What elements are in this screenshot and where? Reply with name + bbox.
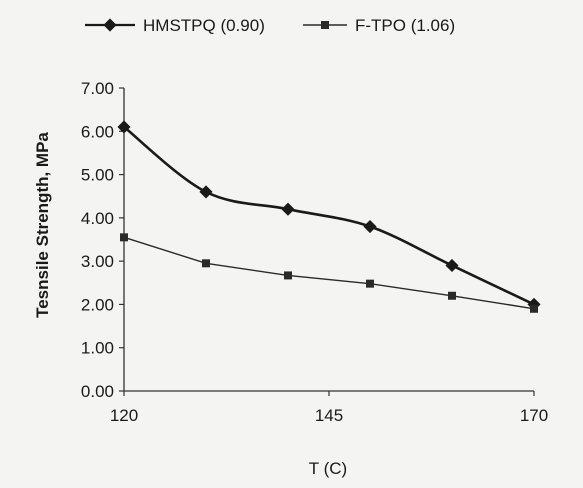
series-2 xyxy=(120,233,538,313)
y-tick-label: 0.00 xyxy=(81,382,114,401)
diamond-marker xyxy=(199,185,213,199)
square-marker xyxy=(202,259,210,268)
x-tick-label: 170 xyxy=(520,406,548,425)
y-tick-label: 7.00 xyxy=(81,79,114,98)
square-marker xyxy=(321,21,329,29)
series-layer xyxy=(117,120,541,313)
diamond-marker xyxy=(445,258,459,273)
series-1 xyxy=(117,120,541,311)
x-tick-label: 120 xyxy=(110,406,138,425)
y-tick-label: 4.00 xyxy=(81,209,114,228)
diamond-marker xyxy=(117,120,131,134)
series-line xyxy=(123,236,535,310)
legend-item-2: F-TPO (1.06) xyxy=(303,16,455,35)
y-axis-title: Tesnsile Strength, MPa xyxy=(33,132,52,318)
x-tick-label: 145 xyxy=(315,406,343,425)
legend-item-1: HMSTPQ (0.90) xyxy=(85,16,265,35)
legend: HMSTPQ (0.90) F-TPO (1.06) xyxy=(85,16,455,35)
square-marker xyxy=(366,279,374,288)
axes: 0.00 1.00 2.00 3.00 4.00 5.00 6.00 7.00 120 145 17… xyxy=(81,79,548,425)
square-marker xyxy=(530,304,538,313)
legend-label: F-TPO (1.06) xyxy=(355,16,455,35)
y-tick-label: 3.00 xyxy=(81,252,114,271)
y-tick-label: 1.00 xyxy=(81,339,114,358)
square-marker xyxy=(284,271,292,280)
series-line xyxy=(123,125,535,306)
y-tick-label: 5.00 xyxy=(81,166,114,185)
x-axis-title: T (C) xyxy=(309,459,347,478)
diamond-marker xyxy=(281,202,295,216)
diamond-marker xyxy=(363,219,377,234)
legend-label: HMSTPQ (0.90) xyxy=(143,16,265,35)
square-marker xyxy=(120,233,128,242)
y-tick-label: 6.00 xyxy=(81,122,114,141)
square-marker xyxy=(448,291,456,300)
y-tick-label: 2.00 xyxy=(81,295,114,314)
diamond-marker xyxy=(103,18,117,32)
